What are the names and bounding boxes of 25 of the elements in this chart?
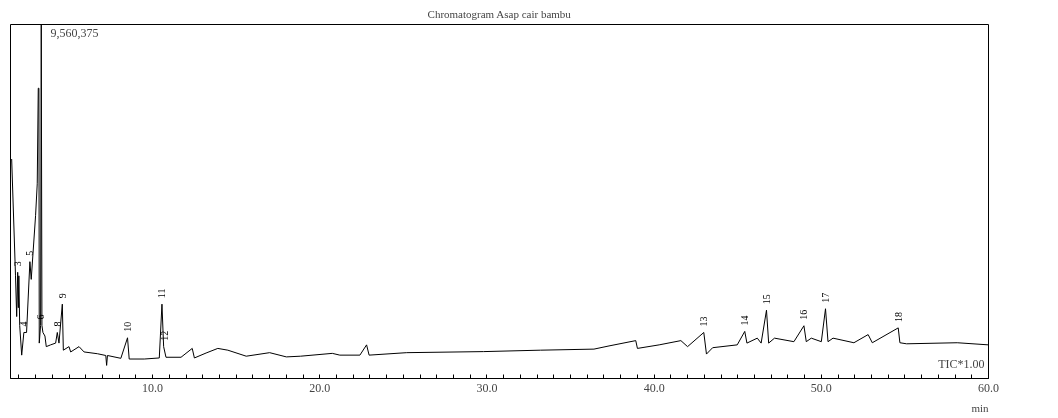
annotation: 9,560,375 [50,25,99,40]
annotation: 8 [51,321,63,327]
annotation: 17 [820,292,831,303]
x-tick-label: 30.0 [476,380,498,395]
chart-title: Chromatogram Asap cair bambu [427,7,572,20]
annotation: 16 [798,309,810,320]
annotation: TIC*1.00 [938,356,985,371]
annotation: 15 [760,294,772,305]
annotation: 11 [156,288,168,299]
annotation: 3 [12,261,24,267]
annotation: 9 [56,293,68,299]
x-tick-label: 10.0 [142,380,164,395]
x-tick-label: 40.0 [643,380,665,395]
annotation: 4 [18,321,30,327]
x-tick-label: 50.0 [810,380,832,395]
annotation: 18 [892,311,904,322]
annotation: 5 [24,250,36,256]
annotation: 13 [698,316,710,327]
annotation: 14 [739,315,751,326]
annotation: 12 [158,330,170,341]
x-tick-label: 60.0 [978,380,999,395]
annotation: 10 [122,321,134,332]
x-axis-title: min [971,401,989,414]
annotation: 6 [35,314,47,320]
x-tick-label: 20.0 [309,380,331,395]
